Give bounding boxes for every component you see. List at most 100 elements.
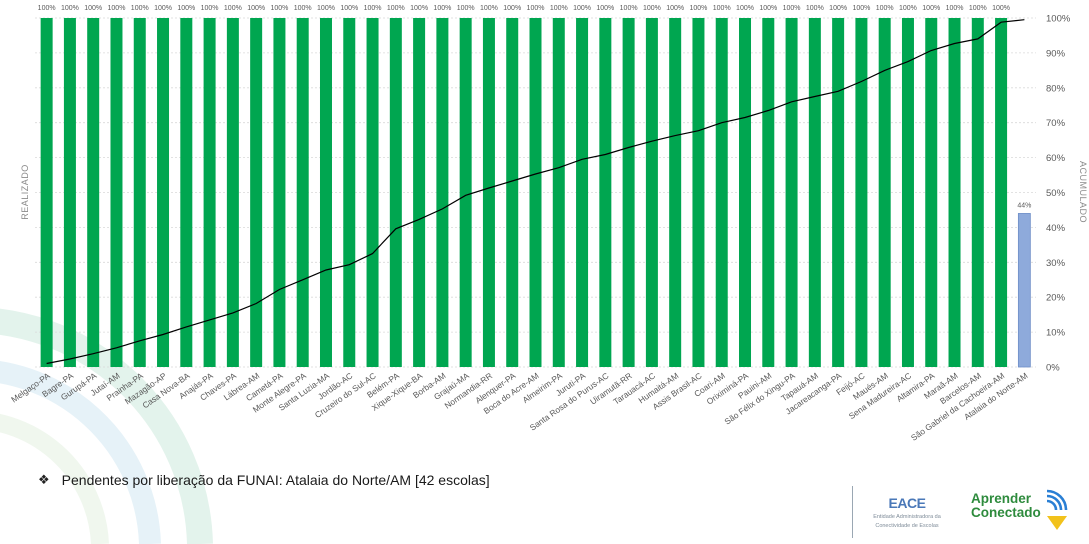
bar-data-label: 100% xyxy=(783,5,801,12)
bar-data-label: 100% xyxy=(922,5,940,12)
wifi-signal-icon xyxy=(1046,489,1068,530)
bar-data-labels: 100% 100% 100% 100% 100% 100% 100% 100% 100% 100%… xyxy=(38,5,1032,209)
bar xyxy=(180,18,193,367)
right-tick-label: 100% xyxy=(1046,14,1071,25)
right-tick-label: 90% xyxy=(1046,48,1066,59)
right-tick-label: 30% xyxy=(1046,258,1066,269)
right-axis-title: ACUMULADO xyxy=(1078,161,1088,223)
bar-data-label: 100% xyxy=(969,5,987,12)
bar xyxy=(739,18,752,367)
bar xyxy=(273,18,286,367)
right-tick-label: 50% xyxy=(1046,188,1066,199)
right-tick-label: 0% xyxy=(1046,363,1060,374)
bar xyxy=(343,18,356,367)
bar-data-label: 100% xyxy=(690,5,708,12)
bar xyxy=(692,18,705,367)
bar-data-label: 100% xyxy=(480,5,498,12)
bar-data-label: 100% xyxy=(201,5,219,12)
bar-data-label: 100% xyxy=(852,5,870,12)
bar-data-label: 100% xyxy=(596,5,614,12)
right-tick-label: 40% xyxy=(1046,223,1066,234)
left-axis-title: REALIZADO xyxy=(20,164,30,220)
aprender-logo-line2: Conectado xyxy=(971,505,1041,520)
aprender-conectado-logo: Aprender Conectado xyxy=(971,486,1081,538)
bar-data-label: 100% xyxy=(247,5,265,12)
eace-logo-title: EACE xyxy=(888,494,926,511)
bar xyxy=(878,18,891,367)
cumulative-line xyxy=(46,19,1025,365)
bar-data-label: 100% xyxy=(387,5,405,12)
bar-data-label: 100% xyxy=(527,5,545,12)
right-axis-ticks: 0% 10% 20% 30% 40% 50% 60% 70% 80% 90% 100% xyxy=(1046,14,1071,374)
bar xyxy=(226,18,239,367)
right-tick-label: 80% xyxy=(1046,83,1066,94)
results-chart: 100% 100% 100% 100% 100% 100% 100% 100% 100% 100%… xyxy=(9,5,1088,443)
pending-note: ❖ Pendentes por liberação da FUNAI: Atal… xyxy=(38,472,490,488)
bar xyxy=(482,18,495,367)
bar xyxy=(669,18,682,367)
right-tick-label: 60% xyxy=(1046,153,1066,164)
bar-data-label: 100% xyxy=(154,5,172,12)
bar xyxy=(925,18,938,367)
bar-data-label: 100% xyxy=(573,5,591,12)
bar-data-label: 100% xyxy=(433,5,451,12)
bar xyxy=(110,18,123,367)
bar xyxy=(622,18,635,367)
bar-data-label: 100% xyxy=(177,5,195,12)
bar xyxy=(855,18,868,367)
bar-data-label: 100% xyxy=(829,5,847,12)
right-tick-label: 70% xyxy=(1046,118,1066,129)
bar-data-label: 100% xyxy=(666,5,684,12)
eace-logo: EACE Entidade Administradora da Conectiv… xyxy=(861,495,953,530)
bar-data-label: 100% xyxy=(38,5,56,12)
eace-logo-subtitle-1: Entidade Administradora da xyxy=(873,513,941,520)
bar-data-label: 100% xyxy=(84,5,102,12)
bar xyxy=(436,18,449,367)
bar-data-label: 44% xyxy=(1017,202,1031,209)
bar xyxy=(389,18,402,367)
category-labels: Melgaço-PABagre-PAGurupá-PAJutaí-AMPrain… xyxy=(9,370,1029,443)
bar-data-label: 100% xyxy=(61,5,79,12)
bar xyxy=(808,18,821,367)
bar xyxy=(413,18,426,367)
bar-data-label: 100% xyxy=(806,5,824,12)
bar-data-label: 100% xyxy=(759,5,777,12)
bar xyxy=(157,18,170,367)
bar xyxy=(459,18,472,367)
bar-data-label: 100% xyxy=(620,5,638,12)
bar-data-label: 100% xyxy=(364,5,382,12)
bar-data-label: 100% xyxy=(713,5,731,12)
bar xyxy=(645,18,658,367)
bar xyxy=(1017,213,1031,368)
aprender-logo-line1: Aprender xyxy=(971,491,1032,506)
bar-data-label: 100% xyxy=(270,5,288,12)
bar xyxy=(995,18,1008,367)
bar xyxy=(40,18,53,367)
bar xyxy=(576,18,589,367)
bar xyxy=(63,18,76,367)
bar xyxy=(366,18,379,367)
bar xyxy=(552,18,565,367)
bar xyxy=(133,18,146,367)
bar-data-label: 100% xyxy=(992,5,1010,12)
diamond-bullet-icon: ❖ xyxy=(38,472,50,487)
bar-data-label: 100% xyxy=(457,5,475,12)
bar-data-label: 100% xyxy=(550,5,568,12)
bar-data-label: 100% xyxy=(224,5,242,12)
bar-data-label: 100% xyxy=(340,5,358,12)
bar xyxy=(785,18,798,367)
footer-logos: EACE Entidade Administradora da Conectiv… xyxy=(852,486,1081,538)
bar xyxy=(762,18,775,367)
bar xyxy=(901,18,914,367)
bar xyxy=(948,18,961,367)
bar-data-label: 100% xyxy=(131,5,149,12)
bar xyxy=(971,18,984,367)
logo-divider xyxy=(852,486,853,538)
bar xyxy=(296,18,309,367)
bar-data-label: 100% xyxy=(946,5,964,12)
bar-data-label: 100% xyxy=(294,5,312,12)
bar xyxy=(87,18,100,367)
bar-data-label: 100% xyxy=(643,5,661,12)
right-tick-label: 10% xyxy=(1046,328,1066,339)
